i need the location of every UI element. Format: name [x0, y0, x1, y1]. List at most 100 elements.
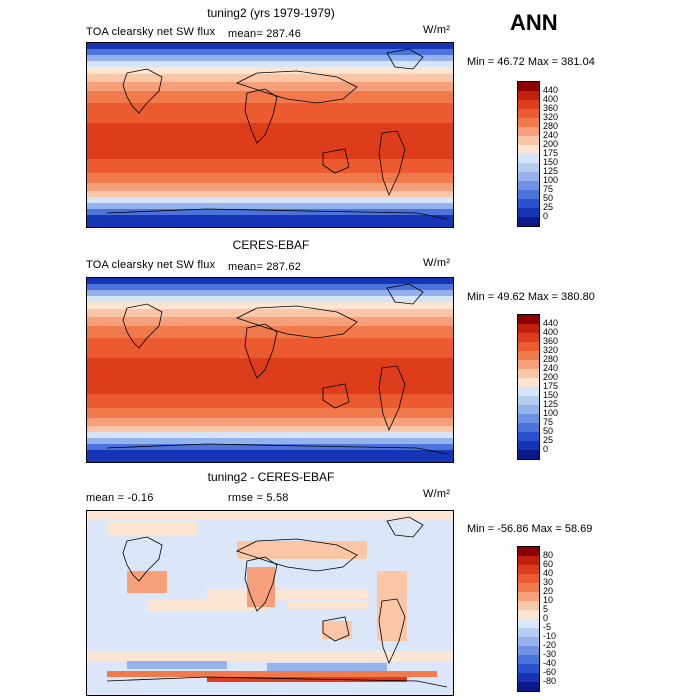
- colorbar-tick-label: 75: [543, 183, 554, 194]
- panel-3-map: [86, 510, 454, 696]
- colorbar-tick-label: 440: [543, 84, 559, 95]
- colorbar-segment: [518, 556, 539, 565]
- colorbar-tick-label: 125: [543, 398, 559, 409]
- colorbar-segment: [518, 100, 539, 109]
- panel-3-colorbar: [517, 546, 540, 692]
- colorbar-segment: [518, 619, 539, 628]
- colorbar-segment: [518, 369, 539, 378]
- colorbar-tick-label: 150: [543, 156, 559, 167]
- colorbar-tick-label: 60: [543, 558, 554, 569]
- colorbar-tick-label: 80: [543, 549, 554, 560]
- colorbar-segment: [518, 583, 539, 592]
- colorbar-segment: [518, 217, 539, 226]
- colorbar-tick-label: 25: [543, 434, 554, 445]
- panel-3-units: W/m²: [423, 488, 451, 500]
- panel-2-colorbar: [517, 314, 540, 460]
- colorbar-tick-label: -40: [543, 657, 557, 668]
- panel-1-field-label: TOA clearsky net SW flux: [86, 26, 216, 38]
- colorbar-tick-label: 175: [543, 147, 559, 158]
- colorbar-segment: [518, 592, 539, 601]
- colorbar-tick-label: 0: [543, 443, 549, 454]
- colorbar-tick-label: -80: [543, 675, 557, 686]
- colorbar-segment: [518, 565, 539, 574]
- colorbar-segment: [518, 628, 539, 637]
- colorbar-tick-label: 200: [543, 371, 559, 382]
- colorbar-segment: [518, 163, 539, 172]
- colorbar-segment: [518, 396, 539, 405]
- colorbar-tick-label: 40: [543, 567, 554, 578]
- colorbar-segment: [518, 441, 539, 450]
- colorbar-segment: [518, 450, 539, 459]
- colorbar-segment: [518, 172, 539, 181]
- colorbar-tick-label: 240: [543, 362, 559, 373]
- colorbar-tick-label: 150: [543, 389, 559, 400]
- colorbar-segment: [518, 145, 539, 154]
- colorbar-tick-label: 0: [543, 612, 549, 623]
- colorbar-tick-label: 10: [543, 594, 554, 605]
- colorbar-tick-label: 5: [543, 603, 549, 614]
- colorbar-segment: [518, 333, 539, 342]
- panel-1-mean: mean= 287.46: [228, 28, 302, 40]
- colorbar-segment: [518, 82, 539, 91]
- colorbar-tick-label: 75: [543, 416, 554, 427]
- colorbar-tick-label: 280: [543, 353, 559, 364]
- colorbar-tick-label: 125: [543, 165, 559, 176]
- colorbar-tick-label: 100: [543, 407, 559, 418]
- colorbar-tick-label: 50: [543, 192, 554, 203]
- colorbar-tick-label: 200: [543, 138, 559, 149]
- colorbar-tick-label: -60: [543, 666, 557, 677]
- panel-3-title: tuning2 - CERES-EBAF: [207, 470, 335, 484]
- panel-1-map: [86, 42, 454, 228]
- season-label: ANN: [510, 10, 558, 35]
- colorbar-tick-label: 280: [543, 120, 559, 131]
- panel-1-colorbar: [517, 81, 540, 227]
- colorbar-tick-label: -30: [543, 648, 557, 659]
- colorbar-tick-label: 360: [543, 102, 559, 113]
- panel-1-minmax: Min = 46.72 Max = 381.04: [467, 56, 595, 68]
- colorbar-segment: [518, 118, 539, 127]
- colorbar-segment: [518, 637, 539, 646]
- colorbar-segment: [518, 342, 539, 351]
- colorbar-tick-label: -20: [543, 639, 557, 650]
- colorbar-tick-label: 320: [543, 344, 559, 355]
- colorbar-tick-label: 50: [543, 425, 554, 436]
- colorbar-segment: [518, 181, 539, 190]
- colorbar-segment: [518, 324, 539, 333]
- panel-3-minmax: Min = -56.86 Max = 58.69: [467, 523, 593, 535]
- colorbar-segment: [518, 682, 539, 691]
- colorbar-segment: [518, 154, 539, 163]
- colorbar-tick-label: 0: [543, 210, 549, 221]
- panel-2-mean: mean= 287.62: [228, 261, 302, 273]
- colorbar-tick-label: 400: [543, 326, 559, 337]
- colorbar-segment: [518, 547, 539, 556]
- colorbar-segment: [518, 655, 539, 664]
- colorbar-segment: [518, 432, 539, 441]
- colorbar-segment: [518, 574, 539, 583]
- colorbar-segment: [518, 208, 539, 217]
- panel-3-mean: mean = -0.16: [86, 492, 154, 504]
- colorbar-segment: [518, 315, 539, 324]
- colorbar-segment: [518, 190, 539, 199]
- colorbar-segment: [518, 351, 539, 360]
- colorbar-segment: [518, 423, 539, 432]
- colorbar-segment: [518, 378, 539, 387]
- colorbar-tick-label: -5: [543, 621, 552, 632]
- colorbar-segment: [518, 601, 539, 610]
- panel-2-minmax: Min = 49.62 Max = 380.80: [467, 291, 595, 303]
- colorbar-tick-label: 25: [543, 201, 554, 212]
- colorbar-segment: [518, 405, 539, 414]
- colorbar-tick-label: 360: [543, 335, 559, 346]
- colorbar-tick-label: 320: [543, 111, 559, 122]
- colorbar-tick-label: -10: [543, 630, 557, 641]
- panel-1-title: tuning2 (yrs 1979-1979): [207, 6, 335, 20]
- colorbar-segment: [518, 136, 539, 145]
- colorbar-segment: [518, 91, 539, 100]
- colorbar-segment: [518, 387, 539, 396]
- colorbar-tick-label: 240: [543, 129, 559, 140]
- panel-2-map: [86, 277, 454, 463]
- colorbar-segment: [518, 610, 539, 619]
- colorbar-segment: [518, 664, 539, 673]
- colorbar-segment: [518, 360, 539, 369]
- panel-2-title: CERES-EBAF: [232, 238, 310, 252]
- colorbar-tick-label: 175: [543, 380, 559, 391]
